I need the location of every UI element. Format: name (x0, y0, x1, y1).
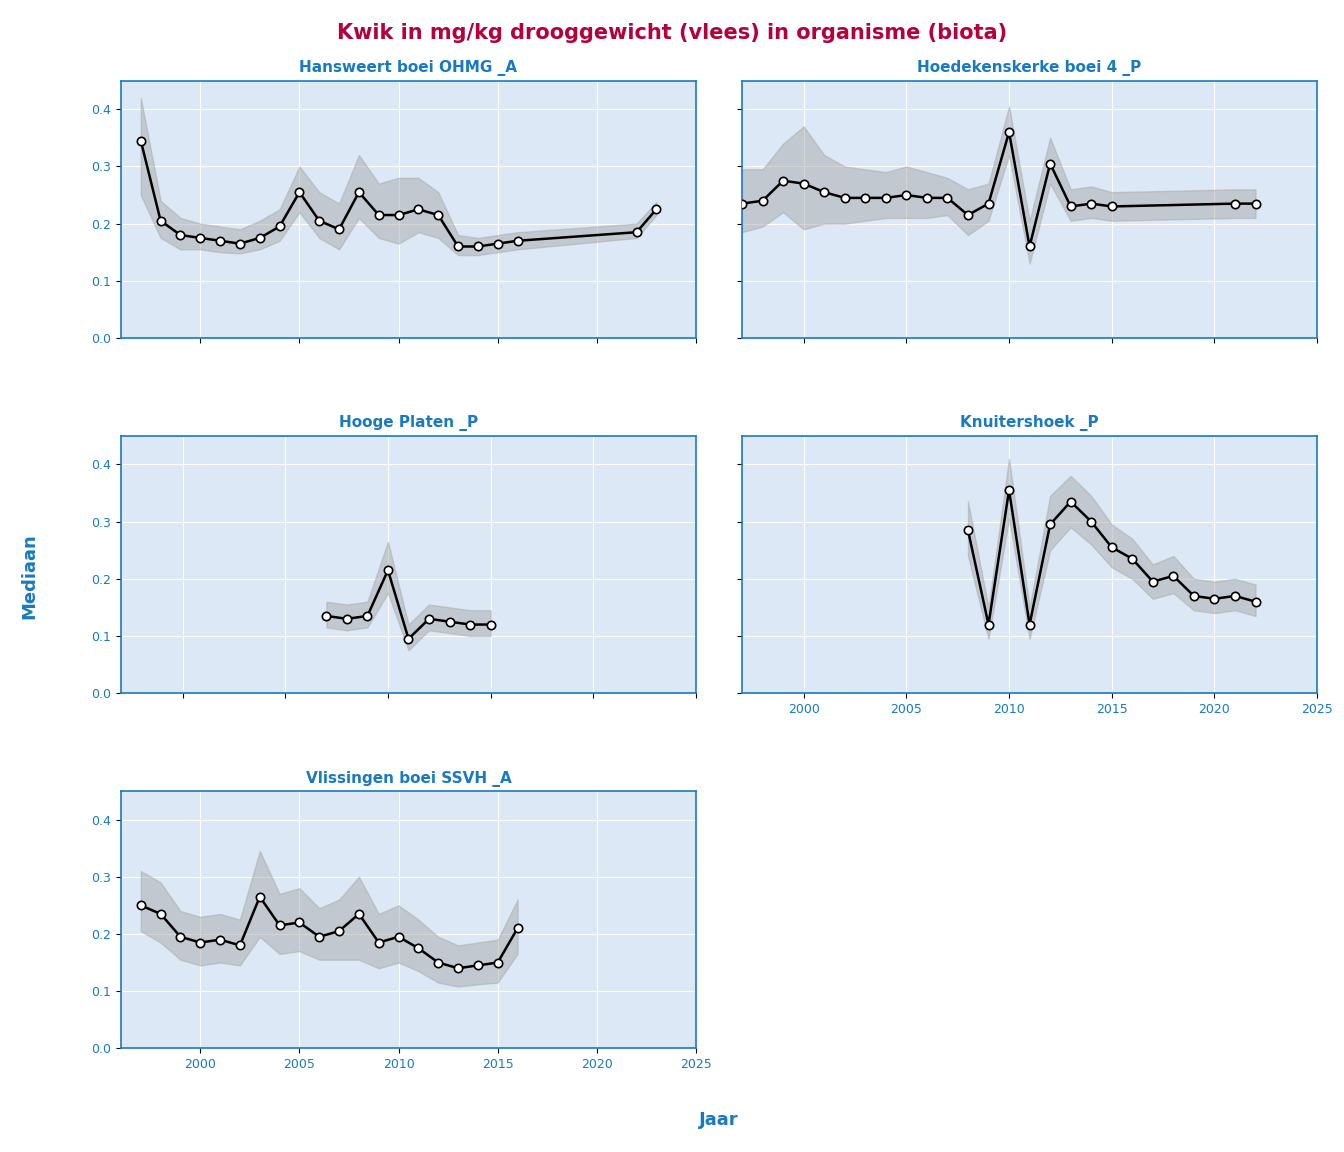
Title: Hooge Platen _P: Hooge Platen _P (339, 416, 478, 432)
Title: Hansweert boei OHMG _A: Hansweert boei OHMG _A (300, 60, 517, 76)
Text: Jaar: Jaar (699, 1111, 739, 1129)
Text: Kwik in mg/kg drooggewicht (vlees) in organisme (biota): Kwik in mg/kg drooggewicht (vlees) in or… (337, 23, 1007, 43)
Title: Knuitershoek _P: Knuitershoek _P (960, 416, 1099, 432)
Title: Hoedekenskerke boei 4 _P: Hoedekenskerke boei 4 _P (918, 60, 1141, 76)
Title: Vlissingen boei SSVH _A: Vlissingen boei SSVH _A (305, 771, 511, 787)
Text: Mediaan: Mediaan (20, 533, 38, 619)
